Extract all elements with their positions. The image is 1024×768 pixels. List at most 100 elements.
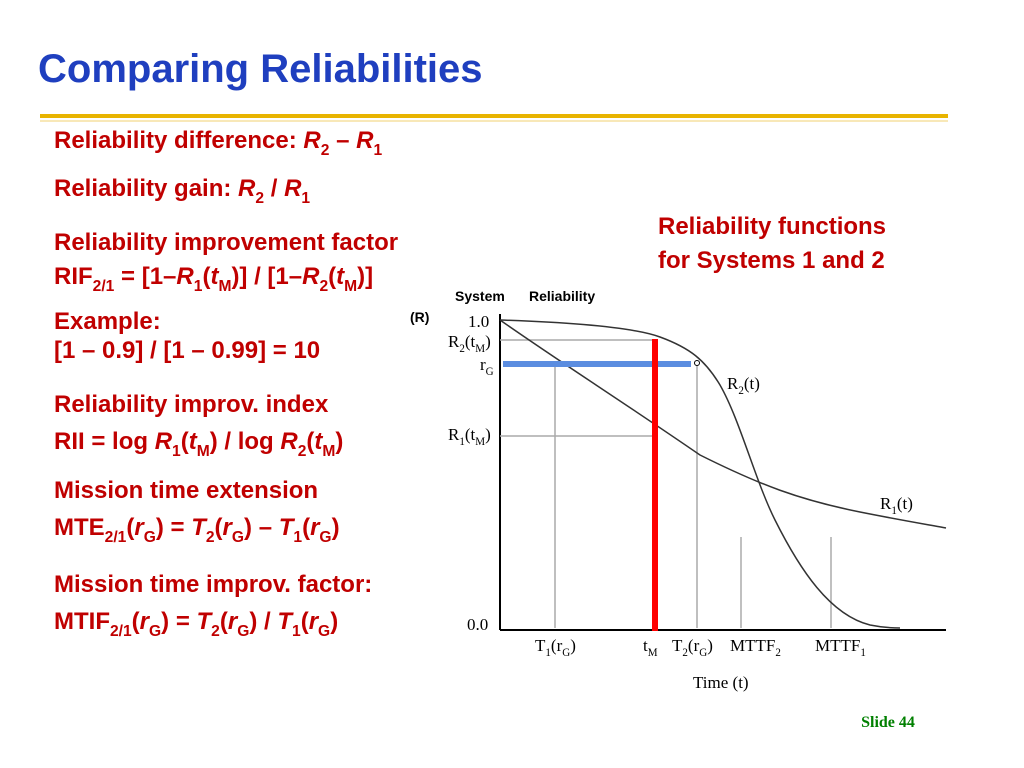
axis-label: (R): [410, 309, 429, 325]
text-fragment: (r: [551, 636, 563, 655]
text-fragment: T: [535, 636, 546, 655]
text-fragment: 2/1: [110, 623, 132, 640]
text-fragment: R: [284, 175, 302, 202]
text-fragment: (t): [744, 374, 760, 393]
text-fragment: G: [562, 647, 570, 659]
text-fragment: M: [322, 443, 335, 460]
text-fragment: (: [302, 514, 310, 541]
text-fragment: T: [191, 514, 208, 541]
text-line: Reliability gain: R2 / R1: [54, 175, 310, 207]
text-fragment: G: [699, 647, 707, 659]
slide-number: Slide 44: [861, 714, 915, 731]
text-fragment: R: [356, 127, 374, 154]
r1-curve: [499, 319, 947, 529]
text-fragment: ): [570, 636, 576, 655]
text-fragment: G: [232, 529, 244, 546]
text-fragment: )] / [1–: [231, 263, 302, 290]
figure-label: rG: [480, 355, 494, 378]
text-fragment: M: [344, 278, 357, 295]
text-fragment: 2: [255, 190, 264, 207]
text-fragment: 2: [459, 343, 465, 355]
text-fragment: Example:: [54, 308, 161, 335]
guides: [500, 339, 832, 628]
text-fragment: Reliability improv. index: [54, 391, 329, 418]
text-fragment: Reliability gain:: [54, 175, 238, 202]
text-fragment: ) /: [249, 608, 277, 635]
text-fragment: G: [149, 623, 161, 640]
r2-curve: [499, 319, 901, 629]
text-fragment: MTIF: [54, 608, 110, 635]
text-fragment: Reliability improvement factor: [54, 229, 398, 256]
text-fragment: R: [302, 263, 320, 290]
text-fragment: 2: [738, 385, 744, 397]
text-fragment: G: [318, 623, 330, 640]
text-fragment: 1: [301, 190, 310, 207]
text-line: MTE2/1(rG) = T2(rG) – T1(rG): [54, 514, 340, 546]
text-fragment: ): [707, 636, 713, 655]
text-fragment: 1: [172, 443, 181, 460]
text-fragment: (t): [897, 494, 913, 513]
text-fragment: 1: [373, 142, 382, 159]
text-fragment: ): [485, 425, 491, 444]
text-fragment: T: [279, 514, 296, 541]
text-fragment: RII = log: [54, 428, 155, 455]
figure-label: T1(rG): [535, 636, 576, 659]
text-fragment: G: [319, 529, 331, 546]
text-fragment: T: [277, 608, 294, 635]
text-fragment: 1: [292, 623, 301, 640]
text-fragment: 2: [206, 529, 215, 546]
text-fragment: ) =: [161, 608, 196, 635]
text-fragment: T: [197, 608, 214, 635]
text-fragment: t: [314, 428, 323, 455]
text-fragment: r: [223, 514, 234, 541]
caption: Reliability functions: [658, 213, 886, 240]
text-fragment: M: [197, 443, 210, 460]
text-fragment: t: [210, 263, 219, 290]
figure-label: T2(rG): [672, 636, 713, 659]
caption: for Systems 1 and 2: [658, 247, 885, 274]
text-fragment: 2: [211, 623, 220, 640]
text-fragment: r: [480, 355, 486, 374]
figure-label: MTTF1: [815, 636, 866, 659]
text-fragment: R: [448, 425, 460, 444]
text-fragment: t: [336, 263, 345, 290]
text-fragment: R: [303, 127, 321, 154]
text-fragment: (: [202, 263, 210, 290]
text-fragment: r: [134, 514, 145, 541]
text-fragment: (: [328, 263, 336, 290]
slide-title: Comparing Reliabilities: [38, 47, 483, 91]
text-fragment: (: [126, 514, 134, 541]
text-fragment: R: [448, 332, 460, 351]
text-fragment: M: [475, 343, 485, 355]
text-fragment: 1: [860, 647, 866, 659]
text-fragment: R: [727, 374, 739, 393]
text-fragment: 2: [319, 278, 328, 295]
axis-label: System: [455, 288, 505, 304]
text-fragment: r: [309, 608, 320, 635]
text-fragment: 1: [891, 505, 897, 517]
figure-label: R1(tM): [448, 425, 491, 448]
text-fragment: M: [475, 436, 485, 448]
tick-label: 1.0: [468, 312, 489, 331]
text-fragment: 1: [194, 278, 203, 295]
text-fragment: T: [672, 636, 683, 655]
text-fragment: r: [140, 608, 151, 635]
text-fragment: Mission time improv. factor:: [54, 571, 372, 598]
text-fragment: /: [264, 175, 284, 202]
text-fragment: (: [215, 514, 223, 541]
text-line: Mission time improv. factor:: [54, 571, 372, 598]
text-fragment: t: [643, 636, 648, 655]
text-fragment: (t: [465, 425, 476, 444]
text-fragment: ): [485, 332, 491, 351]
x-axis-label: Time (t): [693, 673, 749, 692]
text-fragment: G: [144, 529, 156, 546]
text-fragment: r: [310, 514, 321, 541]
text-fragment: R: [280, 428, 298, 455]
text-fragment: G: [486, 366, 494, 378]
text-fragment: M: [648, 647, 658, 659]
text-line: RII = log R1(tM) / log R2(tM): [54, 428, 343, 460]
figure-label: R2(t): [727, 374, 760, 397]
text-fragment: 1: [545, 647, 551, 659]
text-line: Reliability improv. index: [54, 391, 329, 418]
text-line: Mission time extension: [54, 477, 318, 504]
